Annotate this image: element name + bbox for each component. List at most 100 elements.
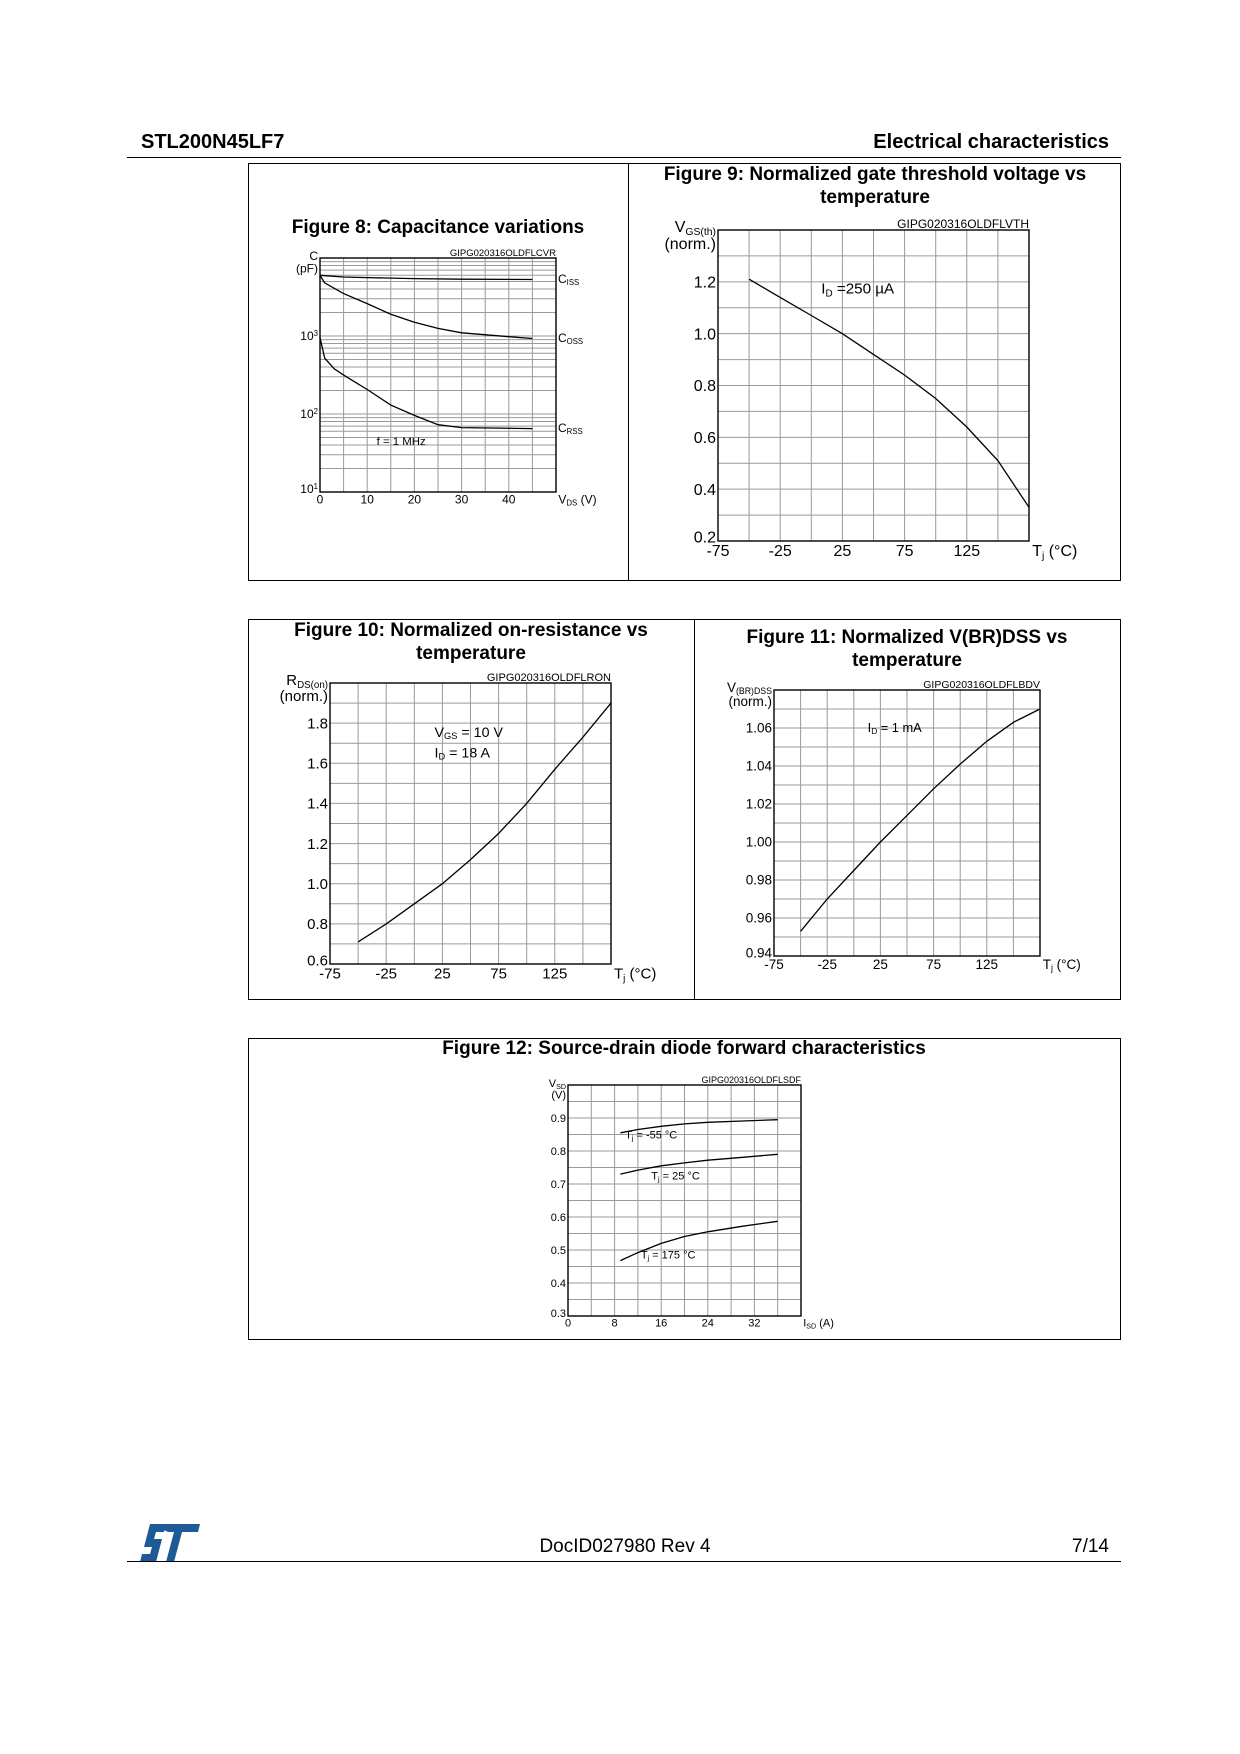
series-label: CISS <box>558 272 579 287</box>
y-tick-label: 1.8 <box>307 715 328 732</box>
figure-9-title: Figure 9: Normalized gate threshold volt… <box>663 164 1087 208</box>
x-tick-label: 8 <box>612 1317 618 1329</box>
y-tick-label: 1.06 <box>746 721 772 736</box>
y-tick-label: 0.98 <box>746 873 772 888</box>
x-tick-label: 20 <box>408 492 422 506</box>
y-tick-label: 1.4 <box>307 796 328 813</box>
y-tick-label: 0.6 <box>307 953 328 970</box>
x-tick-label: 0 <box>565 1317 571 1329</box>
section-title: Electrical characteristics <box>873 131 1109 153</box>
y-tick-label: 0.4 <box>551 1278 566 1290</box>
x-tick-label: 25 <box>834 543 852 560</box>
figure-code: GIPG020316OLDFLCVR <box>450 248 556 259</box>
y-axis-unit-label: (norm.) <box>664 236 716 253</box>
series-label: Tj = 25 °C <box>651 1171 700 1184</box>
y-axis-label: V(BR)DSS <box>727 680 772 696</box>
plot-frame <box>319 257 557 493</box>
y-tick-label: 1.2 <box>307 836 328 853</box>
x-tick-label: 125 <box>953 543 980 560</box>
series-line <box>319 337 533 430</box>
footer-rule <box>127 1561 1121 1562</box>
figure-code: GIPG020316OLDFLBDV <box>923 679 1040 691</box>
y-tick-label: 0.7 <box>551 1179 566 1191</box>
y-tick-label: 1.02 <box>746 797 772 812</box>
x-tick-label: -75 <box>319 965 341 982</box>
x-tick-label: 125 <box>976 957 999 972</box>
y-axis-unit-label: (pF) <box>296 262 318 276</box>
x-tick-label: 30 <box>455 492 469 506</box>
figure-row-2-frame <box>248 619 1121 1000</box>
y-axis-unit-label: (V) <box>551 1090 566 1102</box>
figure-12-title: Figure 12: Source-drain diode forward ch… <box>442 1038 926 1059</box>
plot-frame <box>567 1084 802 1317</box>
x-axis-label: Tj (°C) <box>1032 543 1077 562</box>
y-tick-label: 0.6 <box>551 1212 566 1224</box>
y-tick-label: 1.6 <box>307 756 328 773</box>
figure-code: GIPG020316OLDFLRON <box>487 672 611 684</box>
y-tick-label: 1.00 <box>746 835 772 850</box>
y-axis-label: VGS(th) <box>675 219 716 238</box>
x-tick-label: 75 <box>896 543 914 560</box>
x-tick-label: 24 <box>702 1317 714 1329</box>
y-tick-label: 0.96 <box>746 911 772 926</box>
plot-frame <box>329 682 612 965</box>
x-tick-label: -75 <box>706 543 729 560</box>
series-line <box>800 708 1041 932</box>
x-tick-label: -25 <box>817 957 837 972</box>
series-line <box>748 278 1030 508</box>
document-part-number: STL200N45LF7 <box>141 131 285 153</box>
x-tick-label: 75 <box>926 957 941 972</box>
x-axis-label: Tj (°C) <box>614 965 656 984</box>
series-line <box>620 1119 778 1134</box>
figure-row-1-frame <box>248 163 1121 581</box>
y-tick-label: 1.2 <box>694 274 716 291</box>
document-id: DocID027980 Rev 4 <box>539 1536 711 1557</box>
y-tick-label: 102 <box>300 407 318 421</box>
annotation-text: VGS = 10 V <box>435 725 504 741</box>
x-tick-label: 0 <box>317 492 324 506</box>
x-tick-label: 32 <box>748 1317 760 1329</box>
figure-row-3-frame <box>248 1038 1121 1340</box>
series-label: Tj = -55 °C <box>625 1129 677 1142</box>
x-tick-label: 75 <box>490 965 507 982</box>
page-number: 7/14 <box>1072 1536 1109 1557</box>
series-label: CRSS <box>558 421 583 436</box>
x-tick-label: 125 <box>542 965 567 982</box>
series-line <box>319 274 533 281</box>
annotation-text: ID = 1 mA <box>868 720 923 736</box>
x-tick-label: 25 <box>873 957 888 972</box>
series-label: COSS <box>558 331 583 346</box>
figure-code: GIPG020316OLDFLSDF <box>701 1075 801 1085</box>
y-tick-label: 0.3 <box>551 1308 566 1320</box>
y-axis-unit-label: (norm.) <box>729 694 773 709</box>
x-tick-label: 16 <box>655 1317 667 1329</box>
annotation-text: f = 1 MHz <box>377 436 426 448</box>
figure-10-title: Figure 10: Normalized on-resistance vs t… <box>294 620 648 664</box>
x-tick-label: 40 <box>502 492 516 506</box>
y-axis-label: RDS(on) <box>286 672 328 691</box>
y-tick-label: 1.0 <box>307 876 328 893</box>
figure-code: GIPG020316OLDFLVTH <box>897 217 1029 231</box>
header-rule <box>127 157 1121 158</box>
x-tick-label: -25 <box>375 965 397 982</box>
figure-8-title: Figure 8: Capacitance variations <box>291 217 585 238</box>
y-tick-label: 0.6 <box>694 430 716 447</box>
x-axis-label: Tj (°C) <box>1043 957 1081 973</box>
plot-frame <box>717 229 1030 542</box>
series-line <box>620 1153 778 1175</box>
series-line <box>319 274 533 340</box>
annotation-text: ID =250 µA <box>821 280 895 299</box>
y-tick-label: 0.8 <box>307 916 328 933</box>
y-axis-unit-label: (norm.) <box>280 688 328 705</box>
figure-11-title: Figure 11: Normalized V(BR)DSS vs temper… <box>746 627 1068 671</box>
y-tick-label: 0.2 <box>694 530 716 547</box>
x-tick-label: -25 <box>769 543 792 560</box>
st-logo-icon <box>140 1524 200 1562</box>
y-tick-label: 1.04 <box>746 759 773 774</box>
y-tick-label: 0.5 <box>551 1245 566 1257</box>
figure-divider <box>628 163 629 581</box>
